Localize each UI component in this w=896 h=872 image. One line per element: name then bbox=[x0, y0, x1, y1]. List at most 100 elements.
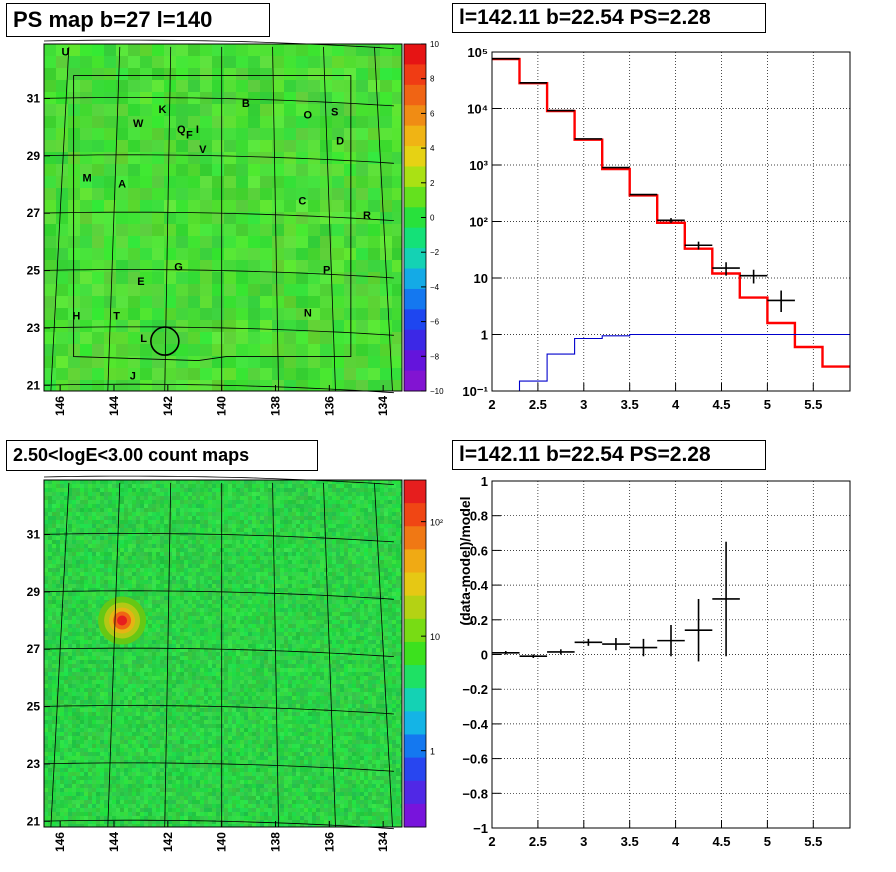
map-cell bbox=[356, 92, 368, 104]
map-cell bbox=[100, 560, 104, 564]
map-cell bbox=[336, 552, 340, 556]
map-cell bbox=[312, 644, 316, 648]
map-cell bbox=[296, 496, 300, 500]
map-cell bbox=[380, 212, 392, 224]
map-cell bbox=[224, 248, 236, 260]
map-cell bbox=[224, 568, 228, 572]
map-cell bbox=[200, 612, 204, 616]
map-cell bbox=[260, 320, 272, 332]
map-cell bbox=[176, 552, 180, 556]
map-cell bbox=[144, 556, 148, 560]
map-cell bbox=[332, 356, 344, 368]
map-cell bbox=[368, 568, 372, 572]
map-cell bbox=[124, 528, 128, 532]
map-cell bbox=[164, 652, 168, 656]
map-cell bbox=[168, 612, 172, 616]
map-cell bbox=[320, 176, 332, 188]
map-cell bbox=[296, 516, 300, 520]
map-cell bbox=[188, 516, 192, 520]
map-cell bbox=[280, 540, 284, 544]
map-cell bbox=[308, 588, 312, 592]
map-cell bbox=[396, 636, 400, 640]
map-cell bbox=[96, 556, 100, 560]
map-cell bbox=[224, 632, 228, 636]
map-cell bbox=[92, 524, 96, 528]
map-cell bbox=[260, 80, 272, 92]
map-cell bbox=[356, 68, 368, 80]
map-cell bbox=[308, 512, 312, 516]
map-cell bbox=[92, 596, 96, 600]
map-cell bbox=[368, 620, 372, 624]
map-cell bbox=[200, 564, 204, 568]
map-cell bbox=[260, 560, 264, 564]
map-cell bbox=[236, 616, 240, 620]
map-cell bbox=[248, 344, 260, 356]
map-cell bbox=[56, 616, 60, 620]
map-cell bbox=[72, 524, 76, 528]
map-cell bbox=[44, 656, 48, 660]
map-cell bbox=[320, 616, 324, 620]
map-cell bbox=[188, 620, 192, 624]
map-cell bbox=[320, 140, 332, 152]
map-cell bbox=[148, 500, 152, 504]
map-cell bbox=[144, 524, 148, 528]
map-cell bbox=[68, 504, 72, 508]
map-cell bbox=[204, 656, 208, 660]
map-cell bbox=[84, 496, 88, 500]
map-cell bbox=[156, 548, 160, 552]
map-cell bbox=[156, 492, 160, 496]
map-cell bbox=[236, 260, 248, 272]
map-cell bbox=[200, 272, 212, 284]
map-cell bbox=[352, 504, 356, 508]
map-cell bbox=[376, 488, 380, 492]
map-cell bbox=[252, 628, 256, 632]
map-cell bbox=[260, 224, 272, 236]
map-cell bbox=[284, 320, 296, 332]
map-cell bbox=[60, 528, 64, 532]
map-cell bbox=[216, 540, 220, 544]
map-cell bbox=[368, 212, 380, 224]
map-cell bbox=[268, 504, 272, 508]
source-label-l: L bbox=[140, 333, 147, 345]
map-cell bbox=[196, 560, 200, 564]
map-cell bbox=[184, 588, 188, 592]
map-cell bbox=[164, 176, 176, 188]
map-cell bbox=[284, 540, 288, 544]
map-cell bbox=[144, 480, 148, 484]
map-cell bbox=[212, 320, 224, 332]
map-cell bbox=[336, 640, 340, 644]
map-cell bbox=[136, 556, 140, 560]
map-cell bbox=[316, 640, 320, 644]
map-cell bbox=[200, 540, 204, 544]
map-cell bbox=[216, 596, 220, 600]
map-cell bbox=[284, 56, 296, 68]
map-cell bbox=[132, 496, 136, 500]
map-cell bbox=[200, 104, 212, 116]
map-cell bbox=[152, 356, 164, 368]
map-cell bbox=[368, 44, 380, 56]
map-cell bbox=[128, 56, 140, 68]
map-cell bbox=[116, 588, 120, 592]
map-cell bbox=[276, 540, 280, 544]
map-cell bbox=[276, 636, 280, 640]
map-cell bbox=[128, 568, 132, 572]
map-cell bbox=[344, 320, 356, 332]
map-cell bbox=[396, 548, 400, 552]
map-cell bbox=[116, 224, 128, 236]
map-cell bbox=[232, 640, 236, 644]
map-cell bbox=[140, 580, 144, 584]
map-cell bbox=[128, 116, 140, 128]
map-cell bbox=[316, 612, 320, 616]
map-cell bbox=[264, 504, 268, 508]
map-cell bbox=[44, 344, 56, 356]
map-cell bbox=[328, 560, 332, 564]
map-cell bbox=[332, 540, 336, 544]
map-cell bbox=[88, 580, 92, 584]
map-cell bbox=[272, 624, 276, 628]
map-cell bbox=[200, 176, 212, 188]
map-cell bbox=[260, 484, 264, 488]
map-cell bbox=[284, 616, 288, 620]
map-cell bbox=[344, 496, 348, 500]
map-cell bbox=[320, 636, 324, 640]
map-cell bbox=[120, 652, 124, 656]
